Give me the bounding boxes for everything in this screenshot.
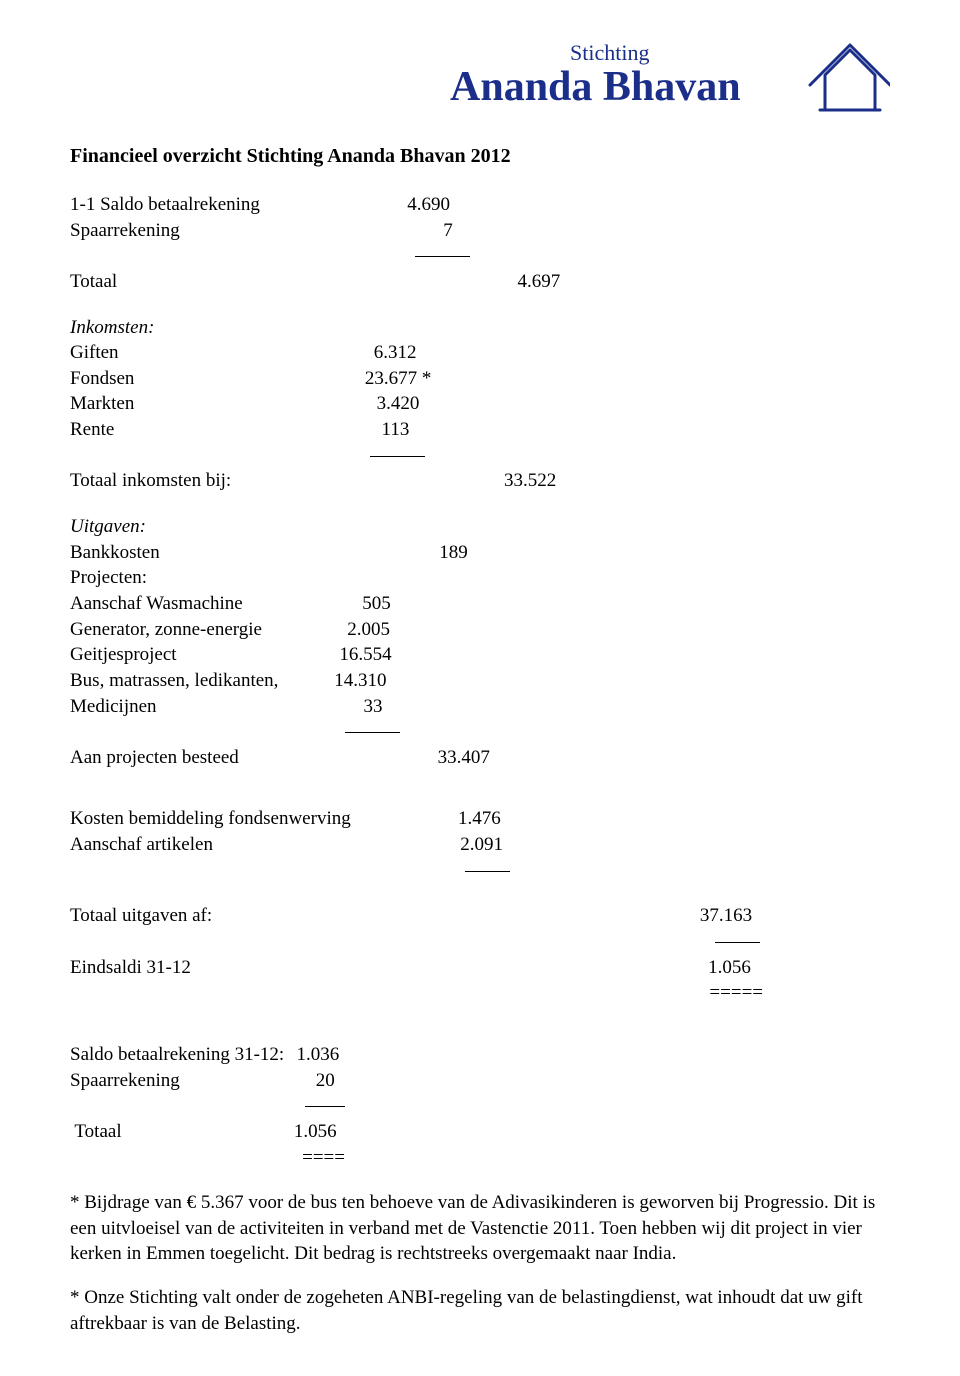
wasmachine-label: Aanschaf Wasmachine <box>70 591 243 617</box>
medicijnen-value: 33 <box>157 694 383 720</box>
opening-saldo-value: 4.690 <box>260 192 450 218</box>
opening-saldo-label: 1-1 Saldo betaalrekening <box>70 192 260 218</box>
fondsen-label: Fondsen <box>70 366 134 392</box>
rule-icon <box>370 456 425 457</box>
geitjes-value: 16.554 <box>177 642 392 668</box>
rule-icon <box>345 732 400 733</box>
page-title: Financieel overzicht Stichting Ananda Bh… <box>70 145 890 168</box>
markten-value: 3.420 <box>134 391 419 417</box>
totalen-block: Totaal uitgaven af: 37.163 Eindsaldi 31-… <box>70 903 890 1006</box>
bus-label: Bus, matrassen, ledikanten, <box>70 668 278 694</box>
uitgaven-header: Uitgaven: <box>70 514 146 540</box>
inkomsten-block: Inkomsten: Giften 6.312 Fondsen 23.677 *… <box>70 315 890 494</box>
rente-label: Rente <box>70 417 114 443</box>
eindsaldi-label: Eindsaldi 31-12 <box>70 955 191 981</box>
rule-icon <box>305 1106 345 1107</box>
bank-label: Bankkosten <box>70 540 160 566</box>
footnote-2: * Onze Stichting valt onder de zogeheten… <box>70 1285 890 1336</box>
opening-totaal-value: 4.697 <box>117 269 560 295</box>
medicijnen-label: Medicijnen <box>70 694 157 720</box>
saldo-betaal-label: Saldo betaalrekening 31-12: <box>70 1042 284 1068</box>
uitgaven-block: Uitgaven: Bankkosten 189 Projecten: Aans… <box>70 514 890 770</box>
wasmachine-value: 505 <box>243 591 391 617</box>
artikelen-value: 2.091 <box>213 832 503 858</box>
logo-svg: Stichting Ananda Bhavan <box>450 30 890 120</box>
opening-totaal-label: Totaal <box>70 269 117 295</box>
rule-icon <box>465 871 510 872</box>
logo-line1: Stichting <box>570 40 649 65</box>
rule-icon <box>715 942 760 943</box>
inkomsten-totaal-value: 33.522 <box>231 468 556 494</box>
bank-value: 189 <box>160 540 468 566</box>
fondsen-value: 23.677 * <box>134 366 431 392</box>
footnote-1: * Bijdrage van € 5.367 voor de bus ten b… <box>70 1190 890 1267</box>
saldo-betaal-value: 1.036 <box>284 1042 339 1068</box>
bemiddeling-label: Kosten bemiddeling fondsenwerving <box>70 806 351 832</box>
saldo-spaar-value: 20 <box>180 1068 335 1094</box>
inkomsten-header: Inkomsten: <box>70 315 154 341</box>
saldo-block: Saldo betaalrekening 31-12: 1.036 Spaarr… <box>70 1042 890 1170</box>
geitjes-label: Geitjesproject <box>70 642 177 668</box>
generator-label: Generator, zonne-energie <box>70 617 262 643</box>
saldo-totaal-label: Totaal <box>70 1119 122 1145</box>
eq-marker: ==== <box>70 1145 345 1171</box>
giften-value: 6.312 <box>119 340 417 366</box>
logo-line2: Ananda Bhavan <box>450 64 741 110</box>
bus-value: 14.310 <box>278 668 386 694</box>
giften-label: Giften <box>70 340 119 366</box>
projecten-label: Projecten: <box>70 565 147 591</box>
rente-value: 113 <box>114 417 409 443</box>
artikelen-label: Aanschaf artikelen <box>70 832 213 858</box>
kosten-block: Kosten bemiddeling fondsenwerving 1.476 … <box>70 806 890 883</box>
eq-marker: ===== <box>70 980 763 1006</box>
opening-spaar-value: 7 <box>180 218 453 244</box>
bemiddeling-value: 1.476 <box>351 806 501 832</box>
uitgaven-af-value: 37.163 <box>212 903 752 929</box>
saldo-totaal-value: 1.056 <box>122 1119 337 1145</box>
opening-spaar-label: Spaarrekening <box>70 218 180 244</box>
eindsaldi-value: 1.056 <box>191 955 751 981</box>
logo-container: Stichting Ananda Bhavan <box>70 30 890 125</box>
rule-icon <box>415 256 470 257</box>
inkomsten-totaal-label: Totaal inkomsten bij: <box>70 468 231 494</box>
aan-projecten-label: Aan projecten besteed <box>70 745 239 771</box>
markten-label: Markten <box>70 391 134 417</box>
aan-projecten-value: 33.407 <box>239 745 490 771</box>
uitgaven-af-label: Totaal uitgaven af: <box>70 903 212 929</box>
saldo-spaar-label: Spaarrekening <box>70 1068 180 1094</box>
opening-block: 1-1 Saldo betaalrekening 4.690 Spaarreke… <box>70 192 890 295</box>
generator-value: 2.005 <box>262 617 390 643</box>
